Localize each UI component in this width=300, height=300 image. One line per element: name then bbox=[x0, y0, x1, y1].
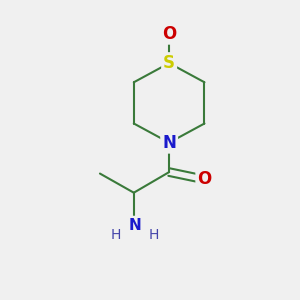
Text: O: O bbox=[197, 170, 212, 188]
Text: S: S bbox=[163, 54, 175, 72]
Text: O: O bbox=[162, 25, 176, 43]
Text: N: N bbox=[162, 134, 176, 152]
Text: H: H bbox=[148, 228, 159, 242]
Text: N: N bbox=[129, 218, 142, 232]
Text: H: H bbox=[111, 228, 121, 242]
